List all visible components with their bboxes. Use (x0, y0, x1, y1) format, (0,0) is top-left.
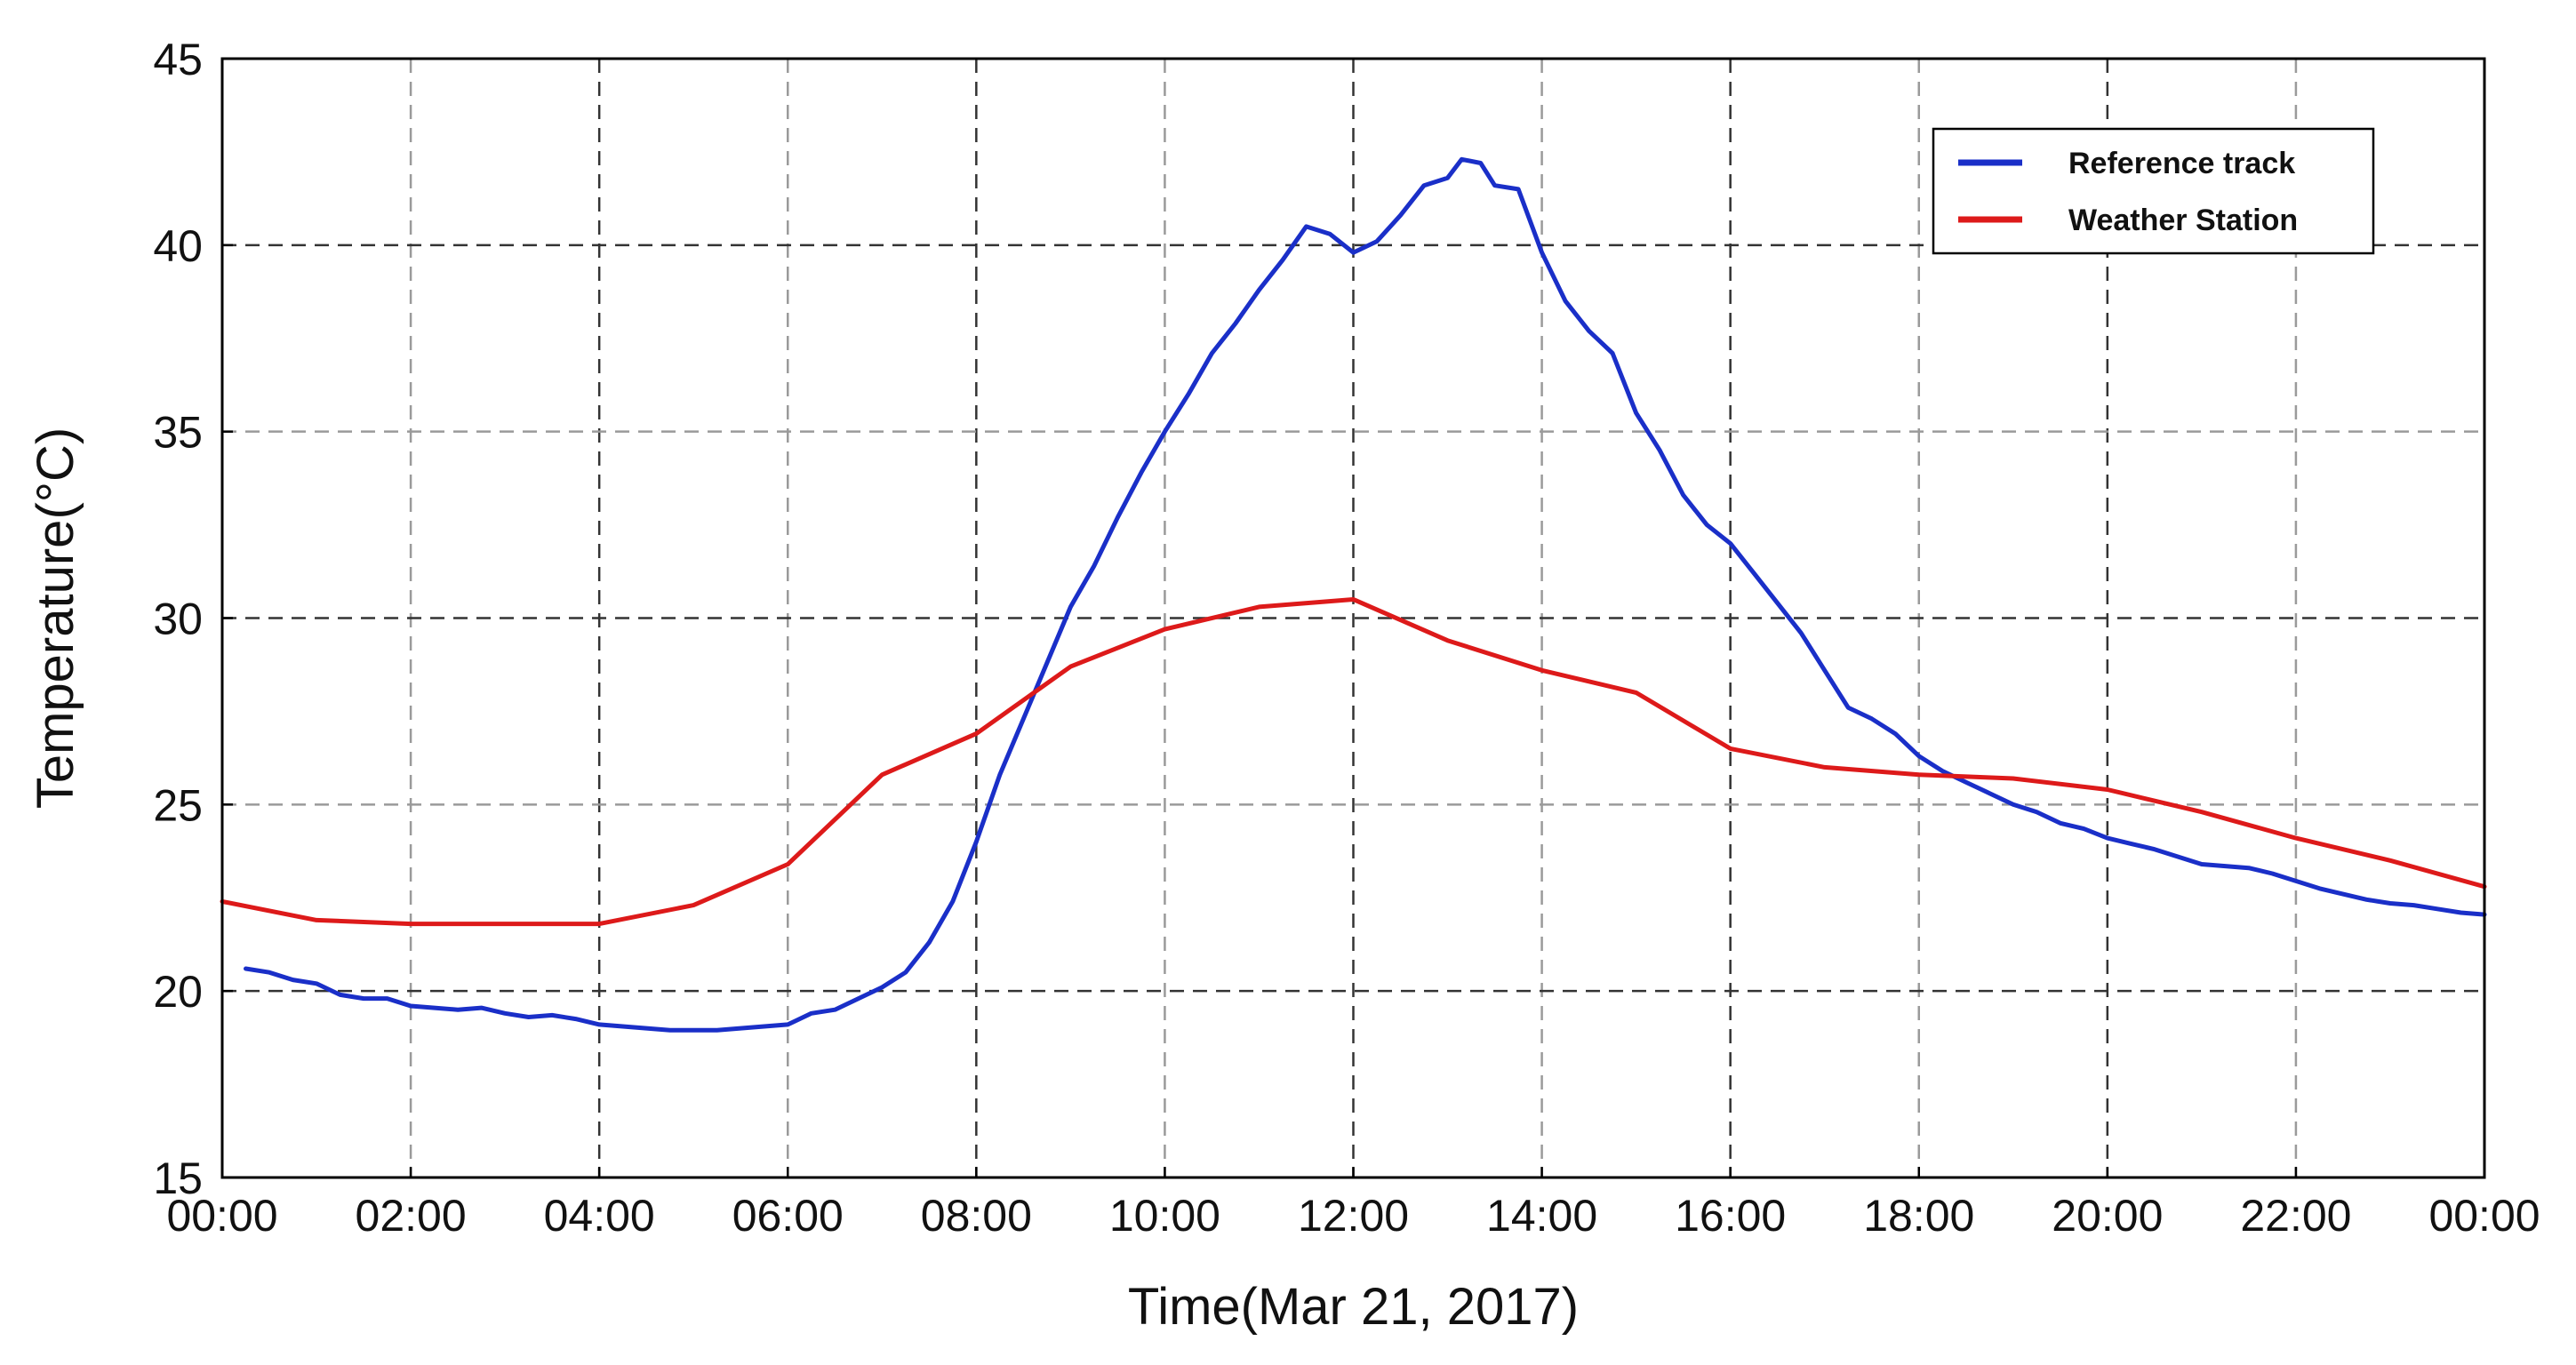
y-tick-label-2: 25 (153, 780, 203, 830)
x-tick-label-2: 04:00 (544, 1191, 655, 1241)
series-line-weather-station (220, 597, 2487, 927)
x-tick-label-8: 16:00 (1675, 1191, 1786, 1241)
series-layer (220, 156, 2487, 1033)
legend-label-weather-station: Weather Station (2068, 204, 2298, 237)
series-line-reference-track (244, 156, 2487, 1033)
legend-box (1932, 127, 2375, 255)
x-tick-label-1: 02:00 (356, 1191, 467, 1241)
y-axis-ticks: 15 20 25 30 35 40 45 (153, 35, 233, 1203)
x-tick-label-9: 18:00 (1863, 1191, 1974, 1241)
y-tick-label-0: 15 (153, 1153, 203, 1203)
y-tick-label-4: 35 (153, 408, 203, 458)
x-axis-ticks: 00:00 02:00 04:00 06:00 08:00 10:00 12:00 14:00… (166, 1167, 2540, 1241)
x-tick-label-5: 10:00 (1109, 1191, 1220, 1241)
x-tick-label-12: 00:00 (2428, 1191, 2540, 1241)
x-tick-label-4: 08:00 (921, 1191, 1032, 1241)
x-tick-label-10: 20:00 (2052, 1191, 2163, 1241)
y-tick-label-3: 30 (153, 595, 203, 644)
x-tick-label-11: 22:00 (2240, 1191, 2351, 1241)
y-tick-label-5: 40 (153, 221, 203, 271)
x-tick-label-0: 00:00 (166, 1191, 277, 1241)
legend-label-reference-track: Reference track (2068, 147, 2295, 180)
legend: Reference track Weather Station (1932, 127, 2375, 255)
y-tick-label-6: 45 (153, 35, 203, 84)
x-tick-label-3: 06:00 (732, 1191, 844, 1241)
x-tick-label-6: 12:00 (1298, 1191, 1409, 1241)
y-axis-title: Temperature(°C) (27, 427, 84, 809)
x-axis-title: Time(Mar 21, 2017) (1128, 1278, 1579, 1336)
x-tick-label-7: 14:00 (1486, 1191, 1597, 1241)
grid-lines (222, 59, 2484, 1177)
y-tick-label-1: 20 (153, 967, 203, 1017)
